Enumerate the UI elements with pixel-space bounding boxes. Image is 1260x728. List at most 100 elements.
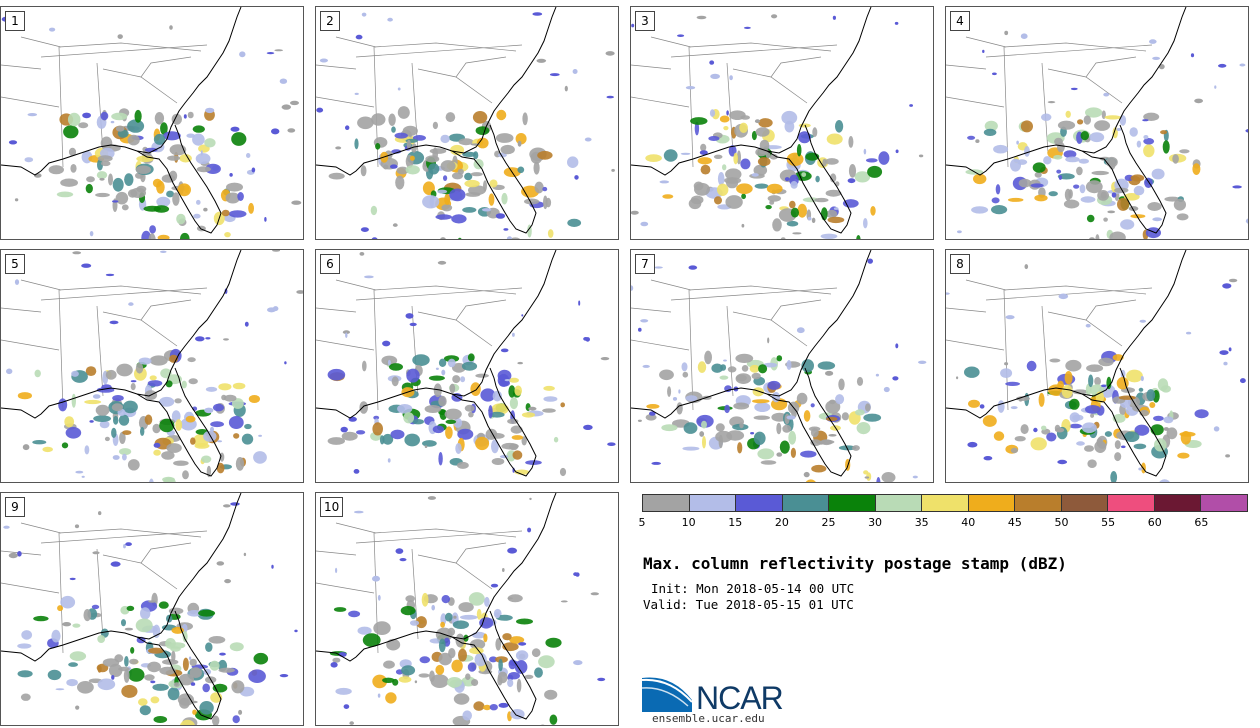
reflectivity-cell xyxy=(1024,146,1030,157)
reflectivity-cell xyxy=(389,363,403,371)
coastline xyxy=(1,250,242,419)
reflectivity-cell xyxy=(412,354,430,366)
reflectivity-cell xyxy=(826,209,838,219)
reflectivity-cell xyxy=(138,357,152,365)
reflectivity-cell xyxy=(740,115,750,120)
reflectivity-cell xyxy=(780,237,786,239)
reflectivity-cell xyxy=(435,367,439,370)
reflectivity-cell xyxy=(63,125,79,139)
reflectivity-cell xyxy=(71,393,77,408)
reflectivity-cell xyxy=(99,177,105,181)
reflectivity-cell xyxy=(382,433,394,445)
reflectivity-cell xyxy=(69,577,76,581)
reflectivity-cell xyxy=(651,461,661,465)
reflectivity-cell xyxy=(8,552,18,559)
reflectivity-cell xyxy=(1114,452,1122,462)
reflectivity-cell xyxy=(694,121,700,136)
reflectivity-cell xyxy=(685,86,696,90)
coastline xyxy=(1081,367,1167,477)
reflectivity-cell xyxy=(387,359,391,366)
reflectivity-cell xyxy=(480,388,496,402)
reflectivity-cell xyxy=(470,382,481,396)
reflectivity-cell xyxy=(521,436,527,446)
reflectivity-cell xyxy=(567,156,579,168)
reflectivity-cell xyxy=(421,592,429,607)
reflectivity-cell xyxy=(1047,101,1056,104)
reflectivity-cell xyxy=(491,439,499,454)
reflectivity-cell xyxy=(973,173,987,185)
reflectivity-cell xyxy=(500,348,509,353)
reflectivity-cell xyxy=(662,194,674,199)
reflectivity-cell xyxy=(110,120,115,124)
reflectivity-cell xyxy=(465,673,471,680)
reflectivity-cell xyxy=(203,207,208,212)
reflectivity-cell xyxy=(1086,364,1104,372)
reflectivity-cell xyxy=(1228,347,1232,352)
reflectivity-cell xyxy=(1085,323,1091,328)
reflectivity-cell xyxy=(97,155,113,162)
colorbar-tick-label: 30 xyxy=(868,516,883,529)
reflectivity-cell xyxy=(177,183,191,197)
reflectivity-cell xyxy=(498,658,503,672)
reflectivity-cell xyxy=(750,432,755,435)
reflectivity-cell xyxy=(451,659,463,673)
reflectivity-cell xyxy=(95,192,110,198)
reflectivity-cell xyxy=(180,719,195,725)
state-border xyxy=(58,46,64,168)
coastline xyxy=(136,610,222,720)
reflectivity-cell xyxy=(515,650,529,661)
state-border xyxy=(726,62,734,154)
reflectivity-cell xyxy=(759,139,770,151)
reflectivity-cell xyxy=(209,660,220,671)
reflectivity-cell xyxy=(757,157,771,167)
reflectivity-cell xyxy=(89,231,94,237)
reflectivity-cell xyxy=(218,667,235,673)
reflectivity-cell xyxy=(153,449,161,456)
reflectivity-cell xyxy=(217,440,223,443)
reflectivity-cell xyxy=(441,204,453,212)
reflectivity-cell xyxy=(765,205,772,210)
reflectivity-cell xyxy=(428,163,440,175)
reflectivity-cell xyxy=(494,612,500,619)
reflectivity-cell xyxy=(349,721,354,725)
reflectivity-cell xyxy=(542,408,556,413)
reflectivity-cell xyxy=(856,376,864,386)
reflectivity-cell xyxy=(99,420,110,429)
reflectivity-cell xyxy=(159,396,175,407)
reflectivity-cell xyxy=(708,136,720,141)
reflectivity-cell xyxy=(235,457,245,471)
reflectivity-cell xyxy=(115,191,129,205)
colorbar-swatch xyxy=(1108,495,1155,511)
reflectivity-cell xyxy=(153,716,168,723)
reflectivity-cell xyxy=(56,191,74,198)
reflectivity-cell xyxy=(991,197,1000,204)
reflectivity-cell xyxy=(444,408,462,420)
member-panel-4: 4 xyxy=(945,6,1249,240)
reflectivity-cell xyxy=(967,135,976,140)
reflectivity-cell xyxy=(1179,149,1190,154)
coastline xyxy=(766,367,852,477)
reflectivity-cell xyxy=(758,364,768,374)
reflectivity-cell xyxy=(17,670,33,678)
reflectivity-cell xyxy=(72,623,81,628)
reflectivity-cell xyxy=(111,403,123,412)
reflectivity-cell xyxy=(1089,132,1105,143)
reflectivity-cell xyxy=(497,675,503,686)
reflectivity-cell xyxy=(797,203,807,218)
reflectivity-cell xyxy=(118,414,130,426)
reflectivity-cell xyxy=(1098,357,1114,367)
reflectivity-cell xyxy=(542,186,548,192)
reflectivity-cell xyxy=(611,168,615,172)
reflectivity-cell xyxy=(1090,413,1095,418)
reflectivity-cell xyxy=(281,104,291,110)
reflectivity-cell xyxy=(97,678,116,691)
reflectivity-cell xyxy=(500,144,515,155)
reflectivity-cell xyxy=(441,369,446,376)
reflectivity-cell xyxy=(458,138,474,146)
reflectivity-cell xyxy=(70,164,77,173)
reflectivity-map xyxy=(946,7,1248,239)
reflectivity-cell xyxy=(401,665,416,676)
reflectivity-cell xyxy=(372,422,383,436)
reflectivity-cell xyxy=(1239,63,1246,67)
reflectivity-cell xyxy=(547,229,554,238)
